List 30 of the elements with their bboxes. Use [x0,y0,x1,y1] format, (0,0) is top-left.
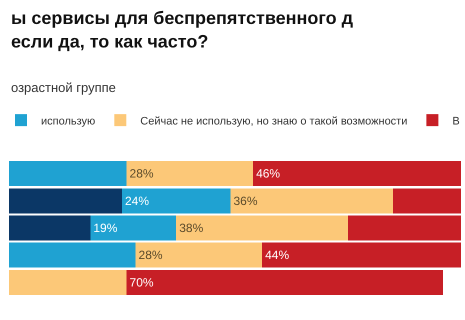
data-label: 70% [130,275,154,290]
chart-title: ы сервисы для беспрепятственного д если да, то как часто? [11,8,354,52]
bar [9,215,90,241]
legend-label: Сейчас не использую, но знаю о такой возможности [140,115,408,128]
bar [136,242,262,268]
data-label: 38% [179,221,204,235]
bar [348,215,461,241]
bar [262,242,461,268]
bar [393,188,461,214]
data-label: 28% [130,166,154,181]
data-label: 36% [233,194,258,208]
chart-subtitle: озрастной группе [11,80,116,95]
legend-label: В [452,115,460,128]
bar [122,188,230,214]
legend-label: использую [41,115,96,128]
bar [9,161,127,186]
data-label: 28% [138,248,163,262]
data-label: 44% [265,248,290,262]
data-label: 19% [93,221,118,235]
bar [230,188,394,214]
bar [176,215,348,241]
bar [126,161,254,186]
bar [253,161,461,186]
bar [9,188,122,214]
data-label: 46% [256,166,280,181]
data-label: 24% [125,194,150,208]
bar [9,242,136,268]
bar [9,270,127,295]
bar [90,215,176,241]
bar [126,270,443,295]
